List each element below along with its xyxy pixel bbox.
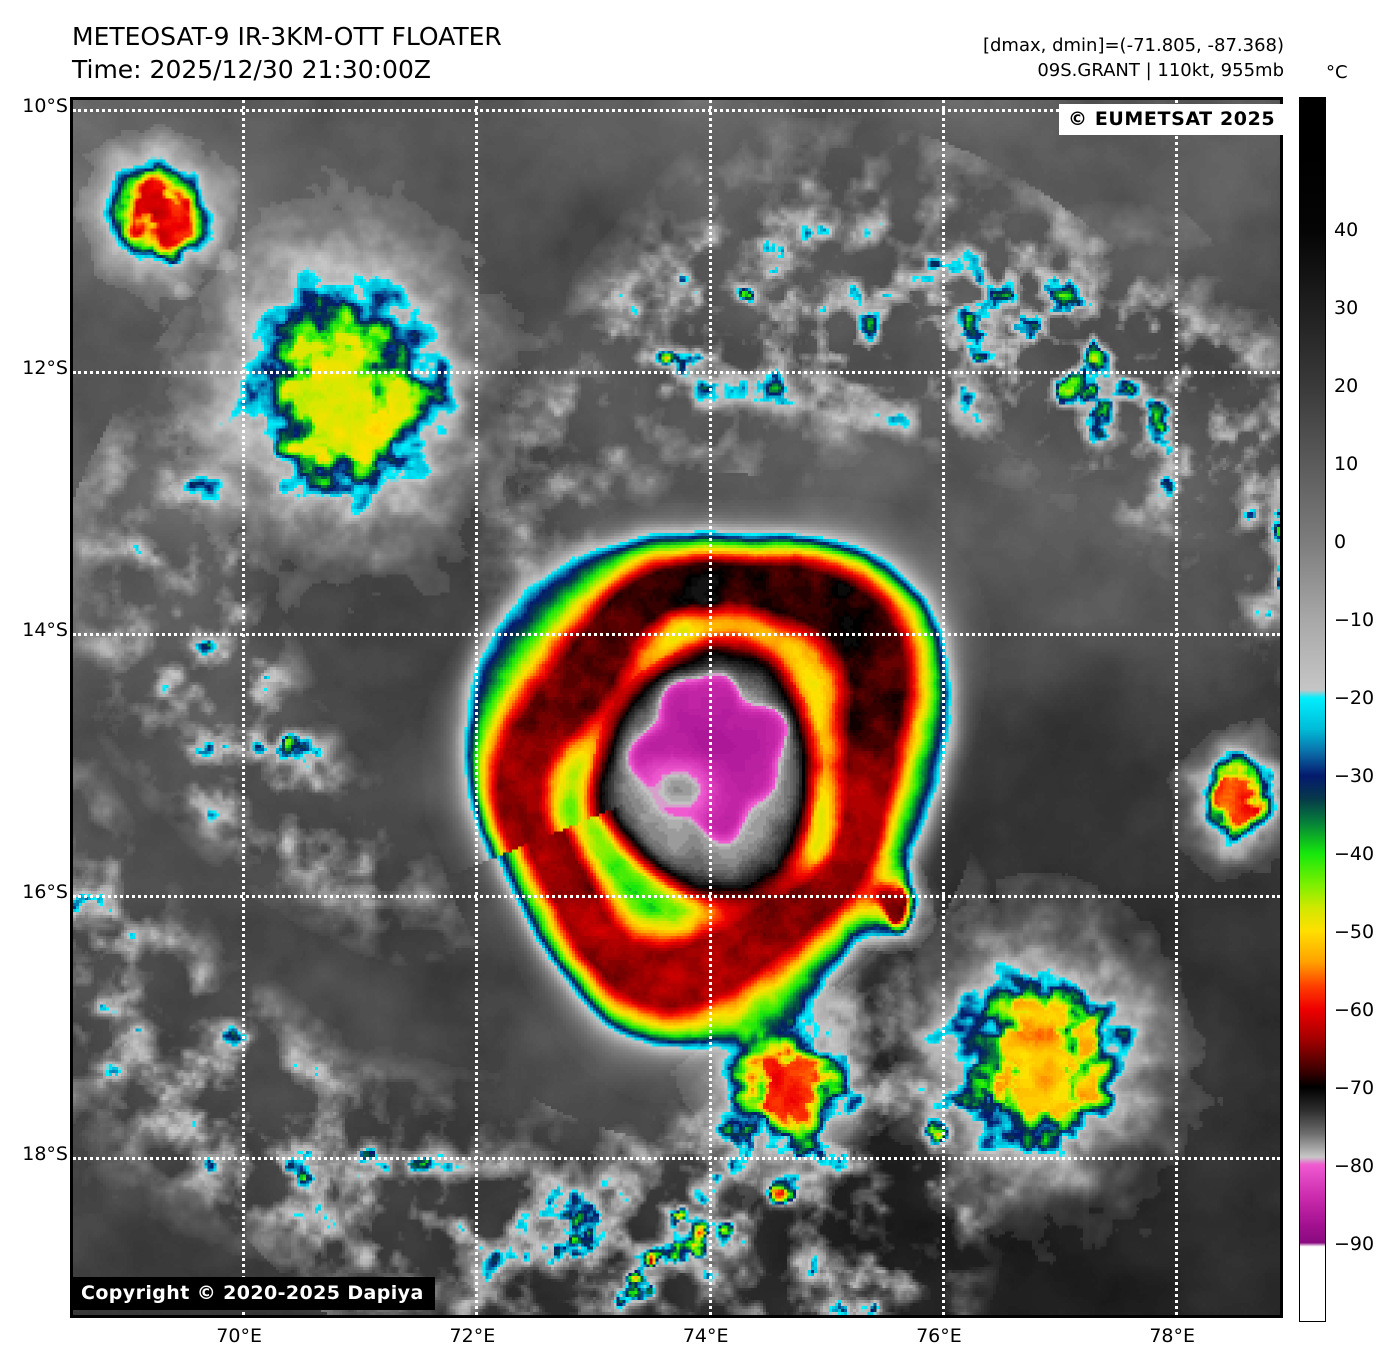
temperature-colorbar[interactable]	[1299, 97, 1326, 1322]
lat-tick-label-3: 16°S	[22, 881, 68, 904]
ir-raster-canvas	[73, 100, 1280, 1315]
copyright-watermark: Copyright © 2020-2025 Dapiya	[70, 1277, 435, 1310]
lon-tick-label-3: 76°E	[916, 1325, 962, 1347]
colorbar-tick-11: −70	[1334, 1076, 1375, 1099]
colorbar-tick-7: −30	[1334, 764, 1375, 787]
satellite-imagery-plot[interactable]	[70, 97, 1283, 1318]
colorbar-tick-2: 20	[1334, 374, 1359, 397]
colorbar-tick-13: −90	[1334, 1232, 1375, 1255]
colorbar-tick-0: 40	[1334, 218, 1359, 241]
colorbar-tick-9: −50	[1334, 920, 1375, 943]
colorbar-tick-3: 10	[1334, 452, 1359, 475]
lat-tick-label-0: 10°S	[22, 95, 68, 118]
colorbar-tick-6: −20	[1334, 686, 1375, 709]
lat-tick-label-2: 14°S	[22, 619, 68, 642]
lat-tick-label-1: 12°S	[22, 357, 68, 380]
colorbar-tick-12: −80	[1334, 1154, 1375, 1177]
lon-tick-label-4: 78°E	[1149, 1325, 1196, 1347]
lat-tick-label-4: 18°S	[22, 1143, 68, 1166]
page-title: METEOSAT-9 IR-3KM-OTT FLOATER	[72, 22, 502, 51]
colorbar-gradient	[1299, 97, 1326, 1322]
infrared-brightness-temperature-raster	[73, 100, 1280, 1315]
lon-tick-label-1: 72°E	[449, 1325, 496, 1347]
title-block: METEOSAT-9 IR-3KM-OTT FLOATER Time: 2025…	[72, 20, 502, 86]
colorbar-tick-1: 30	[1334, 296, 1359, 319]
colorbar-tick-8: −40	[1334, 842, 1375, 865]
eumetsat-watermark: © EUMETSAT 2025	[1059, 104, 1285, 135]
timestamp-label: Time: 2025/12/30 21:30:00Z	[72, 55, 431, 84]
lon-tick-label-2: 74°E	[682, 1325, 729, 1347]
colorbar-tick-5: −10	[1334, 608, 1375, 631]
storm-info-label: 09S.GRANT | 110kt, 955mb	[1037, 60, 1284, 81]
dminmax-label: [dmax, dmin]=(-71.805, -87.368)	[982, 35, 1284, 56]
lon-tick-label-0: 70°E	[216, 1325, 262, 1347]
colorbar-tick-10: −60	[1334, 998, 1375, 1021]
colorbar-unit-label: °C	[1326, 62, 1348, 83]
colorbar-tick-4: 0	[1334, 530, 1347, 553]
metadata-block: [dmax, dmin]=(-71.805, -87.368) 09S.GRAN…	[983, 33, 1284, 83]
